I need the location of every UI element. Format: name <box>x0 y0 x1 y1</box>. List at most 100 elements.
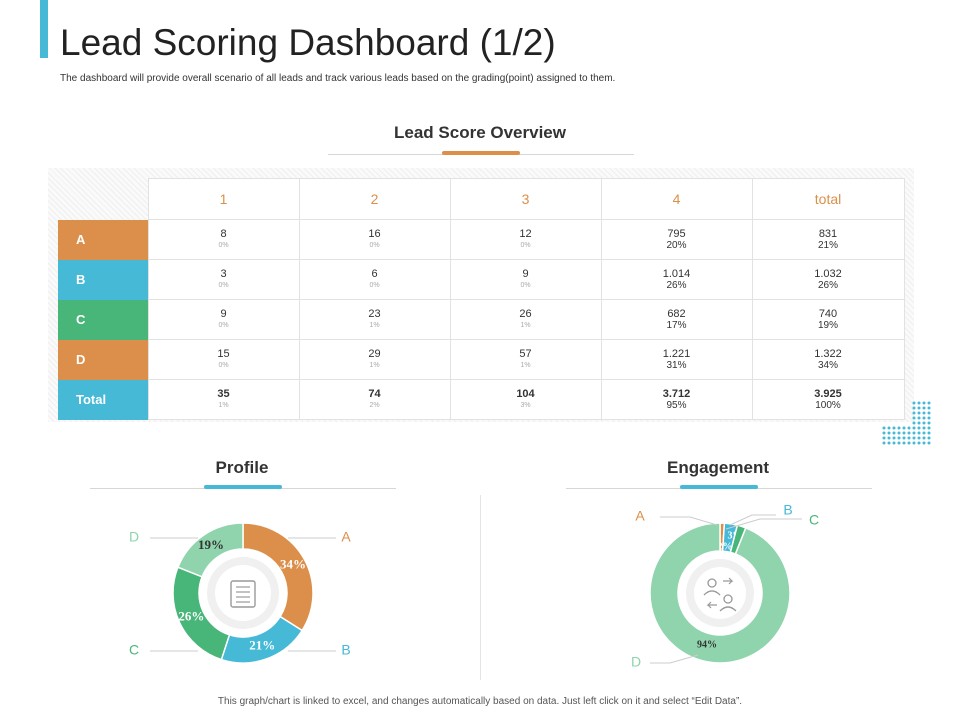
donut-slice-d <box>176 522 244 578</box>
row-label: B <box>58 259 148 300</box>
decor-dot <box>887 431 891 435</box>
decor-dot <box>897 426 901 430</box>
decor-dot <box>902 431 906 435</box>
decor-dot <box>887 441 891 445</box>
decor-dot <box>922 401 926 405</box>
decor-dot <box>902 436 906 440</box>
decor-dot <box>882 426 886 430</box>
category-label: B <box>783 502 792 518</box>
category-label: D <box>631 654 641 670</box>
cell-percent: 0% <box>218 281 229 289</box>
callout-line <box>725 518 802 530</box>
decor-dot <box>902 426 906 430</box>
cell-percent: 0% <box>218 361 229 369</box>
table-cell: 1.221 31% <box>600 339 753 380</box>
row-label: C <box>58 299 148 340</box>
column-header: 1 <box>147 178 300 220</box>
decorative-dots <box>882 401 931 445</box>
decor-dot <box>912 406 916 410</box>
decor-dot <box>917 406 921 410</box>
cell-value: 104 <box>516 387 535 400</box>
table-cell: 29 1% <box>298 339 451 380</box>
cell-percent: 20% <box>666 239 687 251</box>
table-cell: 795 20% <box>600 219 753 260</box>
cell-value: 35 <box>217 387 230 400</box>
cell-percent: 34% <box>817 359 838 371</box>
table-cell: 1.032 26% <box>751 259 905 300</box>
table-cell: 1.014 26% <box>600 259 753 300</box>
decor-dot <box>922 416 926 420</box>
column-header: 4 <box>600 178 753 220</box>
donut-slice-d <box>649 522 791 664</box>
cell-value: 1.322 <box>814 347 842 360</box>
category-label: D <box>129 529 139 545</box>
cell-percent: 3% <box>520 401 531 409</box>
cell-percent: 1% <box>520 361 531 369</box>
cell-percent: 0% <box>369 281 380 289</box>
table-cell: 9 0% <box>449 259 602 300</box>
cell-percent: 26% <box>666 279 687 291</box>
cell-value: 1.014 <box>662 267 691 280</box>
category-label: C <box>809 512 819 528</box>
decor-dot <box>912 431 916 435</box>
decor-dot <box>927 421 931 425</box>
decor-dot <box>912 426 916 430</box>
cell-value: 9 <box>522 267 529 280</box>
table-header-row: 1 2 3 4 total <box>58 178 905 220</box>
overview-title: Lead Score Overview <box>394 123 566 142</box>
table-row: Total 35 1% 74 2% 104 3% 3.712 95% 3.925 100% <box>58 379 905 420</box>
cell-percent: 0% <box>520 241 531 249</box>
page-subtitle: The dashboard will provide overall scena… <box>60 73 616 84</box>
decor-dot <box>892 436 896 440</box>
table-cell: 3 0% <box>147 259 300 300</box>
row-label: D <box>58 339 148 380</box>
decor-dot <box>917 416 921 420</box>
table-cell: 104 3% <box>449 379 602 420</box>
cell-value: 6 <box>371 267 378 280</box>
callout-line <box>660 516 718 526</box>
decor-dot <box>922 421 926 425</box>
table-cell: 16 0% <box>298 219 451 260</box>
donut-center-inner <box>694 567 746 619</box>
cell-percent: 19% <box>817 319 838 331</box>
decor-dot <box>927 411 931 415</box>
decor-dot <box>907 431 911 435</box>
decor-dot <box>907 426 911 430</box>
table-cell: 1.322 34% <box>751 339 905 380</box>
decor-dot <box>912 421 916 425</box>
decor-dot <box>892 426 896 430</box>
donut-center-inner <box>215 565 271 621</box>
page-title: Lead Scoring Dashboard (1/2) <box>60 22 556 63</box>
decor-dot <box>912 441 916 445</box>
cell-value: 831 <box>818 227 838 240</box>
decor-dot <box>927 436 931 440</box>
cell-value: 16 <box>368 227 381 240</box>
decor-dot <box>917 431 921 435</box>
table-cell: 23 1% <box>298 299 451 340</box>
cell-value: 1.032 <box>814 267 842 280</box>
cell-percent: 100% <box>815 399 841 411</box>
cell-percent: 21% <box>817 239 838 251</box>
table-cell: 3.712 95% <box>600 379 753 420</box>
cell-value: 15 <box>217 347 230 360</box>
profile-underline <box>204 485 282 489</box>
decor-dot <box>907 441 911 445</box>
decor-dot <box>917 401 921 405</box>
column-header: total <box>751 178 905 220</box>
slice-percent-label: 21% <box>249 638 275 653</box>
table-cell: 831 21% <box>751 219 905 260</box>
slice-percent-label: 2% <box>718 541 733 552</box>
decor-dot <box>902 441 906 445</box>
table-cell: 682 17% <box>600 299 753 340</box>
table-corner <box>58 179 148 220</box>
table-row: B 3 0% 6 0% 9 0% 1.014 26% 1.032 26% <box>58 259 905 300</box>
table-cell: 12 0% <box>449 219 602 260</box>
decor-dot <box>892 431 896 435</box>
cell-percent: 0% <box>520 281 531 289</box>
table-cell: 74 2% <box>298 379 451 420</box>
table-row: A 8 0% 16 0% 12 0% 795 20% 831 21% <box>58 219 905 260</box>
column-header: 3 <box>449 178 602 220</box>
table-cell: 740 19% <box>751 299 905 340</box>
cell-value: 3.925 <box>814 387 842 400</box>
table-cell: 57 1% <box>449 339 602 380</box>
